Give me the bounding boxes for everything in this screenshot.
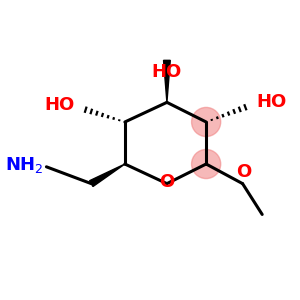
Text: O: O: [236, 163, 252, 181]
Text: NH$_2$: NH$_2$: [5, 155, 44, 176]
Polygon shape: [90, 164, 125, 187]
Text: O: O: [159, 173, 175, 191]
Circle shape: [192, 149, 221, 178]
Text: HO: HO: [44, 96, 74, 114]
Text: HO: HO: [256, 93, 287, 111]
Text: HO: HO: [152, 63, 182, 81]
Polygon shape: [164, 60, 170, 102]
Circle shape: [192, 107, 221, 136]
